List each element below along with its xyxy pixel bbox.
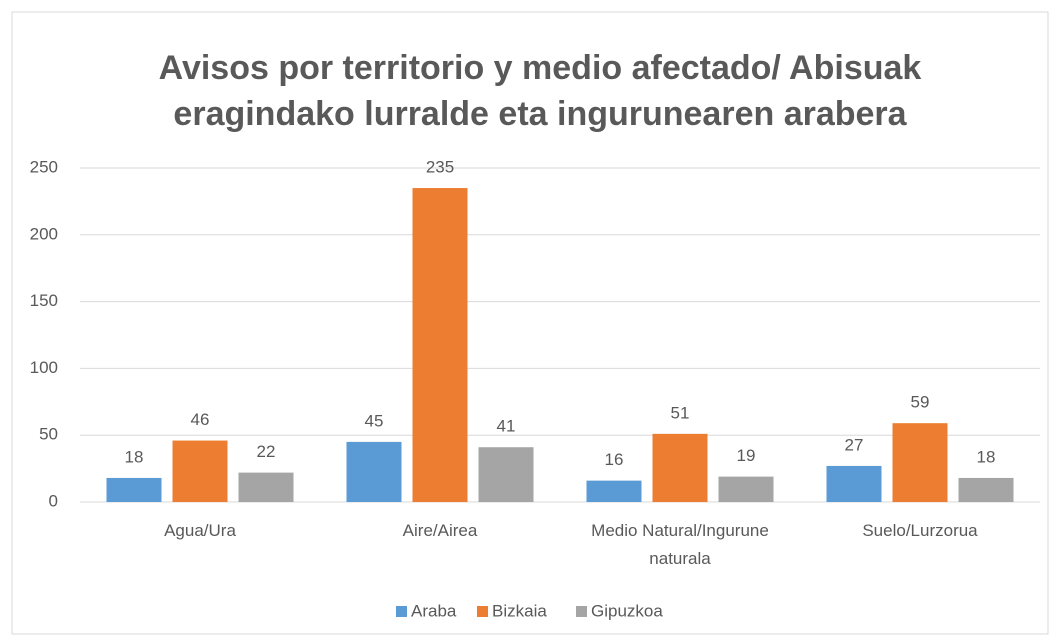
bar: [412, 188, 468, 503]
data-label: 51: [671, 403, 690, 422]
legend-swatch: [396, 606, 407, 617]
bar: [958, 477, 1014, 502]
x-tick-label: Suelo/Lurzorua: [862, 521, 978, 540]
x-tick-label: Agua/Ura: [164, 521, 236, 540]
bar: [478, 447, 534, 502]
legend-label: Araba: [411, 601, 457, 620]
bar: [826, 465, 882, 502]
data-label: 45: [365, 411, 384, 430]
data-label: 59: [911, 393, 930, 412]
bar: [346, 441, 402, 502]
bar: [892, 423, 948, 502]
legend-swatch: [477, 606, 488, 617]
data-label: 22: [257, 442, 276, 461]
legend-label: Bizkaia: [492, 601, 547, 620]
y-tick-label: 50: [39, 425, 58, 444]
bar: [172, 440, 228, 502]
bar: [238, 472, 294, 502]
chart-border: [11, 11, 1049, 635]
chart-title: Avisos por territorio y medio afectado/ …: [159, 49, 922, 133]
bar: [652, 433, 708, 502]
data-label: 27: [845, 435, 864, 454]
bar: [586, 480, 642, 502]
y-tick-label: 0: [49, 491, 58, 510]
data-label: 18: [977, 447, 996, 466]
data-label: 16: [605, 450, 624, 469]
y-tick-label: 250: [30, 157, 58, 176]
data-label: 19: [737, 446, 756, 465]
data-label: 18: [125, 447, 144, 466]
data-label: 46: [191, 410, 210, 429]
bar: [718, 476, 774, 502]
x-tick-label: Medio Natural/Ingurune naturala: [591, 521, 769, 568]
x-tick-label: Aire/Airea: [403, 521, 478, 540]
data-label: 235: [426, 158, 454, 177]
y-tick-label: 100: [30, 358, 58, 377]
legend-label: Gipuzkoa: [591, 601, 663, 620]
legend-swatch: [576, 606, 587, 617]
y-tick-label: 200: [30, 224, 58, 243]
bar: [106, 477, 162, 502]
y-tick-label: 150: [30, 291, 58, 310]
data-label: 41: [497, 417, 516, 436]
